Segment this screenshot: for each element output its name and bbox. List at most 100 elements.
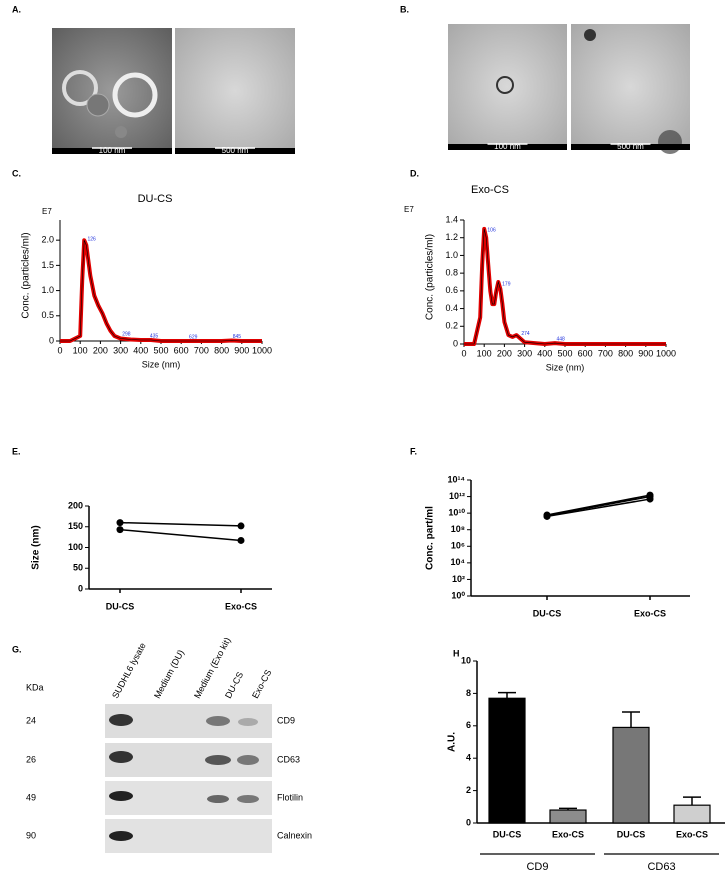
y-tick-label: 0.8 xyxy=(445,268,458,278)
y-tick-label: 1.0 xyxy=(445,250,458,260)
band xyxy=(109,791,133,801)
x-axis-label: Size (nm) xyxy=(142,359,181,369)
pair-line xyxy=(546,495,651,517)
band xyxy=(109,714,133,726)
y-tick-label: 2 xyxy=(466,785,471,795)
scale-strip xyxy=(52,148,172,154)
chart-title: DU-CS xyxy=(138,193,173,205)
x-tick-label: 500 xyxy=(557,348,572,358)
line xyxy=(464,228,666,345)
x-tick-label: 700 xyxy=(194,345,209,355)
y-tick-label: 10¹⁴ xyxy=(448,474,465,484)
x-axis-label: Size (nm) xyxy=(546,362,585,372)
y-axis-label: Size (nm) xyxy=(31,525,42,569)
y-tick-label: 10⁴ xyxy=(451,557,465,567)
point xyxy=(237,522,245,530)
point xyxy=(116,526,124,534)
y-tick-label: 10⁰ xyxy=(451,590,465,600)
y-tick-label: 8 xyxy=(466,688,471,698)
band xyxy=(109,751,133,763)
y-tick-label: 6 xyxy=(466,720,471,730)
chart-title: Exo-CS xyxy=(471,184,509,196)
band xyxy=(205,755,231,765)
y-tick-label: 10⁸ xyxy=(451,524,465,534)
y-tick-label: 0.6 xyxy=(445,285,458,295)
band xyxy=(237,795,259,803)
x-tick-label: 0 xyxy=(461,348,466,358)
x-tick-label: 100 xyxy=(73,345,88,355)
x-tick-label: 400 xyxy=(133,345,148,355)
vesicle xyxy=(496,76,514,94)
y-tick-label: 1.0 xyxy=(41,285,54,295)
scale-label: 100 nm xyxy=(494,142,521,151)
band xyxy=(109,831,133,841)
peak-label: 106 xyxy=(487,227,496,233)
em-image xyxy=(52,28,172,154)
vesicle xyxy=(112,72,158,118)
y-axis-label: Conc. (particles/ml) xyxy=(425,234,436,320)
y-axis-label: A.U. xyxy=(447,732,458,752)
band xyxy=(237,755,259,765)
line-band xyxy=(60,238,262,343)
vesicle xyxy=(86,93,110,117)
peak-label: 435 xyxy=(150,333,159,339)
vesicle xyxy=(115,126,127,138)
y-tick-label: 0 xyxy=(49,335,54,345)
protein-label: CD63 xyxy=(277,754,300,764)
y-tick-label: 10 xyxy=(461,655,471,665)
x-tick-label: Exo-CS xyxy=(225,601,257,611)
x-tick-label: 0 xyxy=(57,345,62,355)
pair-line xyxy=(546,494,651,516)
point xyxy=(237,536,245,544)
band xyxy=(207,795,229,803)
kda-label: 90 xyxy=(26,830,36,840)
y-tick-label: 100 xyxy=(68,542,83,552)
x-tick-label: 500 xyxy=(153,345,168,355)
x-tick-label: 200 xyxy=(93,345,108,355)
x-tick-label: DU-CS xyxy=(493,829,522,839)
y-tick-label: 0 xyxy=(78,583,83,593)
panel-label: F. xyxy=(410,446,417,456)
x-tick-label: 800 xyxy=(618,348,633,358)
protein-label: Calnexin xyxy=(277,830,312,840)
scale-strip xyxy=(571,144,690,150)
x-tick-label: 800 xyxy=(214,345,229,355)
x-tick-label: 100 xyxy=(477,348,492,358)
y-tick-label: 1.4 xyxy=(445,214,458,224)
y-tick-label: 150 xyxy=(68,521,83,531)
x-tick-label: 1000 xyxy=(252,345,272,355)
x-tick-label: 400 xyxy=(537,348,552,358)
panel-label: D. xyxy=(410,168,419,178)
scale-label: 100 nm xyxy=(99,146,126,155)
bar xyxy=(488,697,526,824)
band xyxy=(206,716,230,726)
scale-strip xyxy=(175,148,295,154)
band xyxy=(238,718,258,726)
em-image xyxy=(175,28,295,154)
peak-label: 126 xyxy=(87,237,96,243)
x-tick-label: 900 xyxy=(234,345,249,355)
group-label: CD63 xyxy=(647,861,675,873)
x-tick-label: DU-CS xyxy=(106,601,135,611)
bar xyxy=(673,804,711,824)
x-tick-label: 600 xyxy=(174,345,189,355)
y-tick-label: 0 xyxy=(453,338,458,348)
blot xyxy=(105,704,272,853)
y-tick-label: 4 xyxy=(466,753,471,763)
y-tick-label: 2.0 xyxy=(41,235,54,245)
peak-label: 448 xyxy=(556,336,565,342)
y-tick-label: 200 xyxy=(68,500,83,510)
pair-line xyxy=(119,521,242,527)
scale-label: 500 nm xyxy=(222,146,249,155)
y-tick-label: 0.4 xyxy=(445,303,458,313)
lane-label: DU-CS xyxy=(223,670,245,700)
em-image xyxy=(448,24,567,150)
lane-label: SUDHL6 lysate xyxy=(110,641,148,700)
lane-label: Medium (DU) xyxy=(152,648,186,700)
y-tick-label: 10¹⁰ xyxy=(448,508,465,518)
x-tick-label: 200 xyxy=(497,348,512,358)
kda-label: 49 xyxy=(26,792,36,802)
x-tick-label: 900 xyxy=(638,348,653,358)
y-tick-label: 10⁶ xyxy=(451,541,465,551)
y-tick-label: 10² xyxy=(452,574,465,584)
